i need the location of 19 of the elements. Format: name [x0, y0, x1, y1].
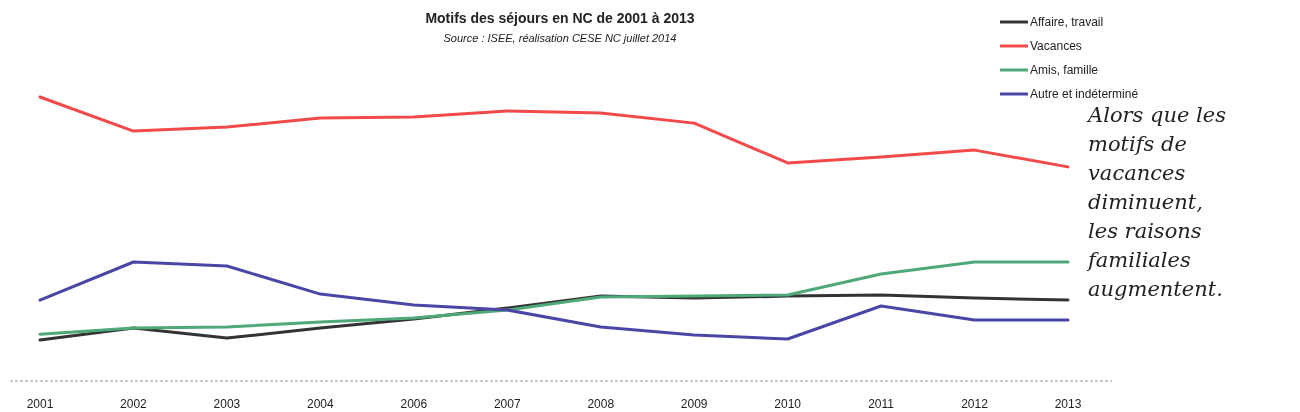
x-tick-label: 2003 — [213, 397, 241, 411]
annotation: Alors que les motifs de vacances diminuent, les raisons familiales augmentent. — [1086, 103, 1227, 301]
legend-label: Affaire, travail — [1030, 15, 1104, 29]
legend-label: Amis, famille — [1030, 63, 1099, 77]
x-tick-label: 2011 — [868, 397, 895, 411]
x-tick-label: 2013 — [1054, 397, 1082, 411]
x-tick-label: 2010 — [774, 397, 802, 411]
x-tick-label: 2012 — [961, 397, 989, 411]
x-tick-label: 2007 — [493, 397, 521, 411]
x-tick-label: 2002 — [120, 397, 148, 411]
x-tick-label: 2004 — [307, 397, 335, 411]
x-tick-label: 2009 — [680, 397, 708, 411]
x-tick-label: 2006 — [400, 397, 428, 411]
legend-label: Autre et indéterminé — [1030, 87, 1139, 101]
chart-title: Motifs des séjours en NC de 2001 à 2013 — [425, 10, 695, 26]
x-tick-label: 2001 — [26, 397, 54, 411]
x-tick-label: 2008 — [587, 397, 615, 411]
chart-subtitle: Source : ISEE, réalisation CESE NC juillet 2014 — [443, 32, 677, 44]
legend-label: Vacances — [1030, 39, 1082, 53]
